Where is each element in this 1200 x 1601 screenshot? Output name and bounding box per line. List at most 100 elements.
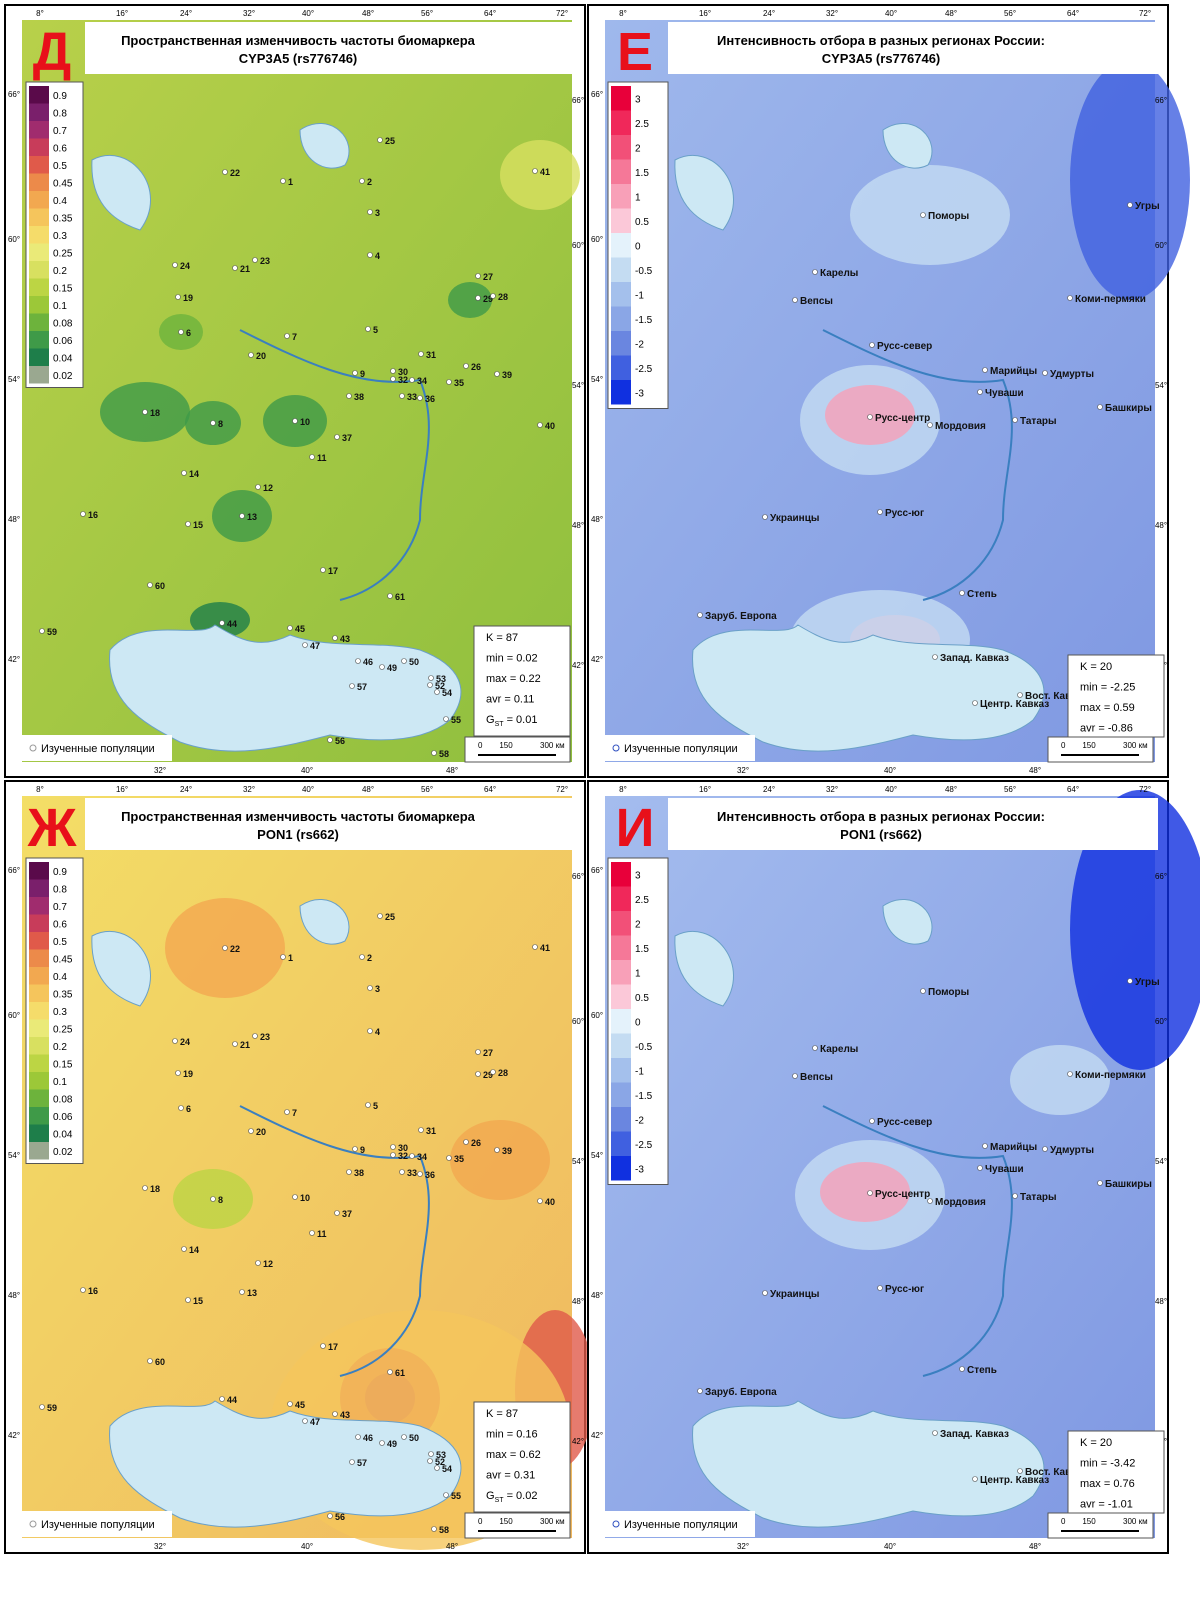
lat-label: 60° bbox=[8, 235, 20, 244]
population-point bbox=[446, 379, 452, 385]
sea bbox=[299, 899, 350, 945]
lon-label: 40° bbox=[302, 9, 314, 18]
population-point bbox=[80, 511, 86, 517]
population-label: 32 bbox=[398, 375, 408, 385]
scale-box bbox=[464, 1512, 571, 1539]
population-point bbox=[475, 1049, 481, 1055]
population-point bbox=[959, 1366, 965, 1372]
lat-label: 42° bbox=[591, 1431, 603, 1440]
population-point bbox=[309, 1230, 315, 1236]
legend-label: 0.5 bbox=[53, 161, 67, 172]
legend-swatch bbox=[29, 243, 49, 261]
lon-label: 32° bbox=[243, 9, 255, 18]
population-point bbox=[972, 1476, 978, 1482]
title-box bbox=[668, 22, 1158, 74]
population-point bbox=[792, 297, 798, 303]
population-point bbox=[379, 664, 385, 670]
population-label: 60 bbox=[155, 581, 165, 591]
lat-label: 54° bbox=[8, 375, 20, 384]
population-label: Заруб. Европа bbox=[705, 610, 777, 622]
population-point bbox=[352, 1146, 358, 1152]
lon-label: 48° bbox=[945, 9, 957, 18]
population-label: 36 bbox=[425, 1170, 435, 1180]
panel-letter: Е bbox=[617, 22, 653, 82]
population-label: Русс-юг bbox=[885, 508, 924, 519]
scale-label: 150 bbox=[1082, 1517, 1096, 1526]
legend-swatch bbox=[611, 86, 631, 111]
panel: 8° 16° 24° 32° 40° 48° 56° 64° 72° 32° 40° 48° 66° 66… bbox=[587, 4, 1190, 778]
lon-label: 40° bbox=[884, 766, 896, 775]
population-point bbox=[812, 269, 818, 275]
population-point bbox=[287, 1401, 293, 1407]
population-label: Башкиры bbox=[1105, 403, 1152, 414]
population-label: 58 bbox=[439, 749, 449, 759]
legend-label: 2.5 bbox=[635, 119, 649, 130]
legend-swatch bbox=[29, 932, 49, 950]
lat-label: 60° bbox=[572, 1017, 584, 1026]
population-point bbox=[252, 257, 258, 263]
lon-label: 64° bbox=[1067, 9, 1079, 18]
population-point bbox=[1012, 1193, 1018, 1199]
population-label: 46 bbox=[363, 657, 373, 667]
legend-label: 0 bbox=[635, 241, 641, 252]
lat-label: 48° bbox=[572, 521, 584, 530]
legend-swatch bbox=[29, 366, 49, 384]
population-label: Угры bbox=[1135, 201, 1160, 212]
legend-swatch bbox=[611, 1009, 631, 1034]
population-label: 5 bbox=[373, 325, 378, 335]
lat-label: 60° bbox=[591, 235, 603, 244]
population-point bbox=[80, 1287, 86, 1293]
stats-box bbox=[473, 625, 571, 737]
panel-letter: Ж bbox=[27, 798, 78, 858]
population-point bbox=[475, 273, 481, 279]
population-label: 22 bbox=[230, 944, 240, 954]
sea bbox=[299, 123, 350, 169]
note-box bbox=[605, 1511, 755, 1537]
legend-swatch bbox=[29, 86, 49, 104]
legend-label: 0.5 bbox=[635, 993, 649, 1004]
population-label: 44 bbox=[227, 619, 237, 629]
lon-label: 72° bbox=[1139, 785, 1151, 794]
population-point bbox=[867, 1190, 873, 1196]
lon-label: 8° bbox=[36, 9, 44, 18]
population-label: 26 bbox=[471, 362, 481, 372]
population-label: Степь bbox=[967, 1365, 997, 1376]
population-point bbox=[320, 1343, 326, 1349]
legend-swatch bbox=[611, 1156, 631, 1181]
legend-swatch bbox=[611, 862, 631, 887]
lon-label: 8° bbox=[619, 785, 627, 794]
population-point bbox=[302, 1418, 308, 1424]
population-label: 41 bbox=[540, 943, 550, 953]
sea bbox=[882, 123, 933, 169]
scale-label: 150 bbox=[499, 1517, 513, 1526]
population-point bbox=[977, 1165, 983, 1171]
legend-swatch bbox=[29, 313, 49, 331]
legend-swatch bbox=[611, 1082, 631, 1107]
population-point bbox=[178, 1105, 184, 1111]
population-label: 14 bbox=[189, 1245, 199, 1255]
legend-label: 2 bbox=[635, 919, 641, 930]
scale-label: 0 bbox=[1061, 1517, 1066, 1526]
population-label: Вост. Кавказ bbox=[1025, 1467, 1087, 1478]
legend-label: 3 bbox=[635, 94, 641, 105]
legend-label: 0.3 bbox=[53, 1007, 67, 1018]
population-point bbox=[927, 422, 933, 428]
note-marker bbox=[29, 1520, 37, 1528]
legend-label: 0.02 bbox=[53, 371, 73, 382]
scale-label: 300 км bbox=[1123, 741, 1148, 750]
population-label: Татары bbox=[1020, 416, 1057, 427]
legend-swatch bbox=[611, 306, 631, 331]
population-point bbox=[446, 1155, 452, 1161]
population-label: 38 bbox=[354, 1168, 364, 1178]
lat-label: 54° bbox=[1155, 1157, 1167, 1166]
population-label: 10 bbox=[300, 1193, 310, 1203]
population-label: Русс-центр bbox=[875, 1189, 930, 1200]
title-box bbox=[85, 798, 575, 850]
contour-zone bbox=[850, 165, 1010, 265]
population-label: 15 bbox=[193, 1296, 203, 1306]
population-label: Запад. Кавказ bbox=[940, 1429, 1009, 1440]
lon-label: 48° bbox=[362, 9, 374, 18]
population-label: 8 bbox=[218, 1195, 223, 1205]
lat-label: 48° bbox=[591, 515, 603, 524]
lat-label: 60° bbox=[572, 241, 584, 250]
